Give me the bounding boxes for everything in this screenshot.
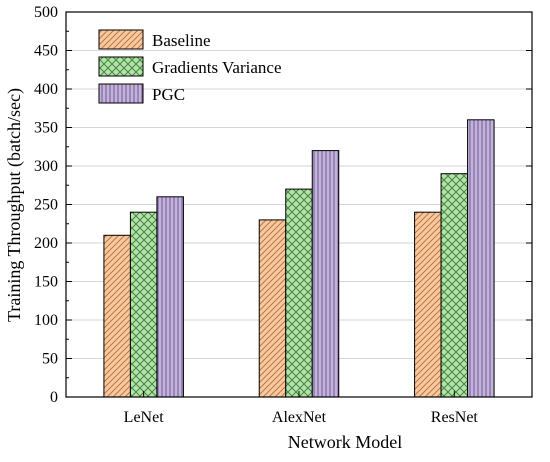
y-tick-label: 500 — [34, 4, 58, 21]
x-tick-label: ResNet — [431, 409, 479, 426]
legend-label: PGC — [152, 85, 185, 104]
bar-alexnet-baseline — [258, 219, 287, 398]
legend-swatch-pgc — [98, 83, 144, 104]
bar-alexnet-gradients-variance — [285, 188, 313, 398]
legend-label: Gradients Variance — [152, 58, 282, 77]
x-tick-label: LeNet — [124, 409, 165, 426]
y-axis-title: Training Throughput (batch/sec) — [4, 88, 25, 322]
bar-resnet-gradients-variance — [440, 173, 469, 398]
y-tick-label: 450 — [34, 43, 58, 60]
y-tick-label: 400 — [34, 81, 58, 98]
legend-label: Baseline — [152, 31, 211, 50]
bar-lenet-baseline — [103, 234, 131, 398]
plot-frame — [65, 11, 533, 398]
bar-resnet-baseline — [414, 211, 442, 398]
y-tick-label: 50 — [42, 351, 58, 368]
y-tick-label: 250 — [34, 197, 58, 214]
x-tick-label: AlexNet — [272, 409, 327, 426]
x-axis-title: Network Model — [288, 432, 402, 452]
bar-lenet-pgc — [156, 196, 184, 398]
bar-lenet-gradients-variance — [129, 211, 158, 398]
legend-swatch-gradients-variance — [98, 56, 144, 77]
y-tick-label: 150 — [34, 274, 58, 291]
y-tick-label: 100 — [34, 312, 58, 329]
y-tick-label: 300 — [34, 158, 58, 175]
y-tick-label: 350 — [34, 120, 58, 137]
legend-swatch-baseline — [98, 29, 144, 50]
y-tick-label: 200 — [34, 235, 58, 252]
bar-resnet-pgc — [467, 119, 495, 398]
y-tick-label: 0 — [50, 389, 58, 406]
bar-alexnet-pgc — [311, 150, 340, 398]
